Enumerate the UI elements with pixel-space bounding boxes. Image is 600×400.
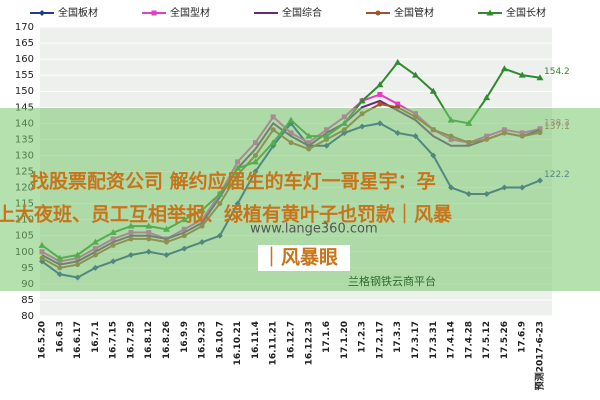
x-tick-label: 17.2.17 bbox=[375, 321, 385, 359]
x-tick-label: 16.8.12 bbox=[144, 321, 154, 359]
x-tick-label: 17.3.31 bbox=[429, 321, 439, 359]
x-tick-label: 17.1.20 bbox=[340, 321, 350, 359]
watermark: www.lange360.com bbox=[250, 222, 378, 237]
x-tick-label: 16.6.3 bbox=[55, 321, 65, 353]
x-tick-label: 17.1.6 bbox=[322, 321, 332, 353]
x-tick-label: 17.4.28 bbox=[464, 321, 474, 359]
y-tick-label: 80 bbox=[21, 311, 34, 322]
x-tick-label: 16.9.23 bbox=[198, 321, 208, 359]
x-tick-label: 17.3.17 bbox=[411, 321, 421, 359]
data-label: 154.2 bbox=[544, 67, 570, 77]
y-tick-label: 150 bbox=[15, 86, 34, 97]
marker bbox=[358, 97, 366, 104]
marker bbox=[375, 10, 381, 16]
marker bbox=[377, 101, 383, 107]
x-tick-label: 16.8.26 bbox=[162, 321, 172, 359]
legend-label: 全国综合 bbox=[282, 6, 322, 19]
x-tick-label: 16.10.7 bbox=[215, 321, 225, 359]
x-tick-label: 16.6.17 bbox=[73, 321, 83, 359]
y-tick-label: 160 bbox=[15, 54, 34, 65]
marker bbox=[536, 74, 544, 81]
marker bbox=[412, 71, 419, 78]
legend-label: 全国管材 bbox=[394, 6, 434, 19]
y-tick-label: 145 bbox=[15, 102, 34, 113]
banner-line: ｜风暴眼 bbox=[262, 246, 338, 269]
source: 兰格钢铁云商平台 bbox=[348, 274, 436, 288]
x-tick-label: 16.10.21 bbox=[233, 321, 243, 365]
x-tick-label: 16.7.15 bbox=[109, 321, 119, 359]
marker bbox=[486, 9, 494, 16]
marker bbox=[151, 10, 157, 16]
marker bbox=[483, 94, 491, 101]
legend-label: 全国型材 bbox=[170, 6, 210, 19]
y-tick-label: 165 bbox=[15, 38, 34, 49]
legend-label: 全国板材 bbox=[58, 6, 98, 19]
marker bbox=[39, 10, 45, 16]
x-tick-label: 16.7.1 bbox=[91, 321, 101, 353]
x-tick-label: 预测2017-6-23 bbox=[534, 321, 546, 390]
marker bbox=[394, 58, 402, 65]
marker bbox=[377, 91, 383, 97]
x-tick-label: 16.5.20 bbox=[38, 321, 48, 359]
y-tick-label: 85 bbox=[21, 295, 34, 306]
x-tick-label: 17.5.12 bbox=[482, 321, 492, 359]
banner-box bbox=[258, 245, 350, 271]
marker bbox=[500, 65, 508, 72]
x-tick-label: 16.12.7 bbox=[287, 321, 297, 359]
marker bbox=[395, 101, 401, 107]
x-tick-label: 17.5.26 bbox=[500, 321, 510, 359]
marker bbox=[518, 71, 526, 78]
legend-label: 全国长材 bbox=[506, 6, 546, 19]
x-tick-label: 16.7.29 bbox=[126, 321, 136, 359]
banner-line: 上大夜班、员工互相举报、绿植有黄叶子也罚款｜风暴 bbox=[0, 203, 453, 226]
x-tick-label: 16.11.4 bbox=[251, 321, 261, 359]
marker bbox=[429, 87, 437, 94]
x-tick-label: 17.6.9 bbox=[518, 321, 528, 353]
x-tick-label: 17.3.3 bbox=[393, 321, 403, 353]
marker bbox=[376, 81, 384, 88]
x-tick-label: 17.4.14 bbox=[447, 321, 457, 359]
y-tick-label: 170 bbox=[15, 22, 34, 33]
x-tick-label: 17.2.3 bbox=[358, 321, 368, 353]
banner-line: 找股票配资公司 解约应届生的车灯一哥星宇：孕 bbox=[30, 170, 436, 193]
x-tick-label: 16.9.9 bbox=[180, 321, 190, 353]
x-tick-label: 16.11.21 bbox=[269, 321, 279, 365]
y-tick-label: 155 bbox=[15, 70, 34, 81]
x-tick-label: 16.12.23 bbox=[304, 321, 314, 365]
